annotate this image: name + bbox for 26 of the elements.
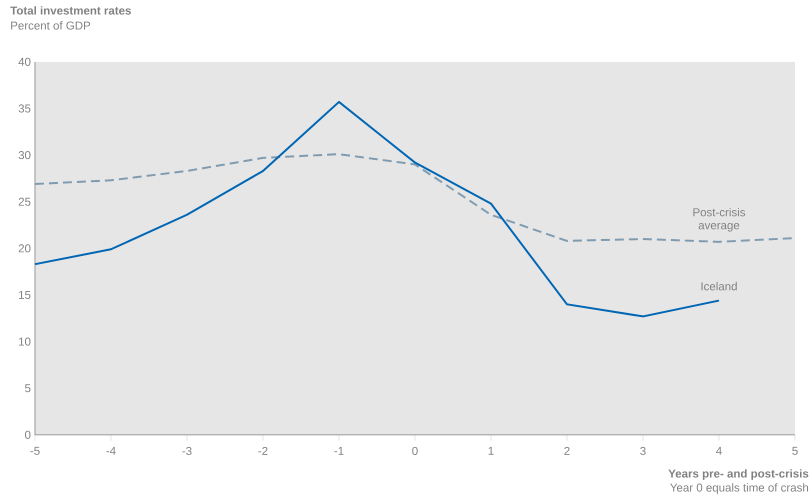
x-tick-label: 4 xyxy=(716,446,722,455)
x-tick-label: 3 xyxy=(640,446,646,456)
y-tick-label: 5 xyxy=(24,384,30,392)
x-axis-title: Years pre- and post-crisis xyxy=(668,469,808,480)
text: Year 0 equals time of crash xyxy=(670,483,808,494)
series-label: Iceland xyxy=(701,282,737,290)
x-tick-label: 2 xyxy=(564,446,570,455)
x-tick-label: -4 xyxy=(106,446,116,455)
y-tick-label: 25 xyxy=(18,198,30,206)
x-tick-label: -1 xyxy=(334,446,344,455)
chart-subtitle: Percent of GDP xyxy=(11,21,90,30)
x-tick-label: 0 xyxy=(412,446,418,456)
x-tick-label: -2 xyxy=(258,446,268,455)
x-tick-label: 1 xyxy=(488,446,494,455)
x-tick-label: 5 xyxy=(792,446,798,455)
y-tick-label: 15 xyxy=(19,290,30,299)
y-tick-label: 10 xyxy=(19,338,30,346)
x-tick-label: -3 xyxy=(182,446,192,456)
x-tick-label: -5 xyxy=(30,446,40,455)
y-tick-label: 40 xyxy=(18,58,30,66)
y-tick-label: 0 xyxy=(24,430,30,439)
series-label: Post-crisis average xyxy=(693,208,746,232)
chart-title: Total investment rates xyxy=(10,6,131,15)
y-tick-label: 20 xyxy=(18,244,30,252)
y-tick-label: 35 xyxy=(18,104,30,113)
y-tick-label: 30 xyxy=(18,151,30,160)
